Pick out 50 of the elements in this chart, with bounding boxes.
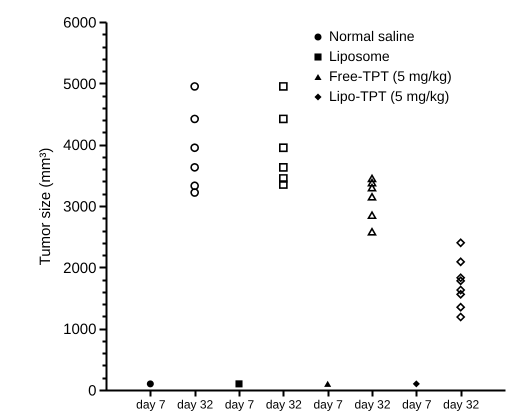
point bbox=[190, 114, 200, 124]
legend-label: Liposome bbox=[329, 48, 390, 64]
y-tick-label: 3000 bbox=[63, 198, 96, 216]
point bbox=[412, 380, 420, 388]
y-axis-title: Tumor size (mm³) bbox=[37, 148, 54, 266]
point bbox=[278, 143, 288, 152]
x-tick-label: day 7 bbox=[136, 398, 166, 412]
x-tick-label: day 32 bbox=[177, 398, 214, 412]
legend-label: Lipo-TPT (5 mg/kg) bbox=[329, 88, 450, 104]
legend-label: Normal saline bbox=[329, 28, 415, 44]
x-tick-label: day 32 bbox=[354, 398, 391, 412]
point bbox=[456, 302, 466, 312]
y-tick-label: 1000 bbox=[63, 321, 96, 338]
y-tick-label: 0 bbox=[88, 382, 96, 400]
point bbox=[456, 286, 466, 294]
point bbox=[368, 178, 376, 187]
x-tick-label: day 7 bbox=[313, 398, 344, 412]
point bbox=[456, 238, 466, 248]
point bbox=[456, 257, 466, 266]
point bbox=[146, 380, 154, 388]
x-tick-label: day 32 bbox=[266, 398, 302, 412]
y-tick-label: 4000 bbox=[63, 137, 96, 154]
point bbox=[278, 163, 288, 172]
point bbox=[368, 228, 376, 236]
point bbox=[456, 312, 466, 322]
point bbox=[456, 290, 466, 299]
legend-label: Free-TPT (5 mg/kg) bbox=[329, 68, 452, 84]
point bbox=[278, 82, 288, 91]
x-tick-label: day 7 bbox=[402, 398, 432, 412]
x-tick-label: day 7 bbox=[224, 398, 254, 412]
point bbox=[190, 163, 200, 172]
y-tick-label: 2000 bbox=[63, 260, 96, 277]
point bbox=[235, 380, 243, 388]
y-tick-label: 6000 bbox=[63, 14, 96, 32]
point bbox=[368, 192, 376, 201]
point bbox=[368, 174, 376, 182]
point bbox=[190, 82, 200, 91]
point bbox=[278, 174, 288, 183]
x-tick-label: day 32 bbox=[443, 398, 480, 412]
point bbox=[190, 181, 200, 190]
point bbox=[278, 114, 288, 124]
point bbox=[368, 184, 376, 192]
point bbox=[456, 273, 466, 282]
point bbox=[190, 188, 200, 197]
y-tick-label: 5000 bbox=[63, 76, 96, 93]
point bbox=[368, 211, 376, 220]
point bbox=[456, 276, 466, 286]
point bbox=[324, 380, 332, 387]
point bbox=[190, 143, 200, 152]
point bbox=[278, 180, 288, 189]
